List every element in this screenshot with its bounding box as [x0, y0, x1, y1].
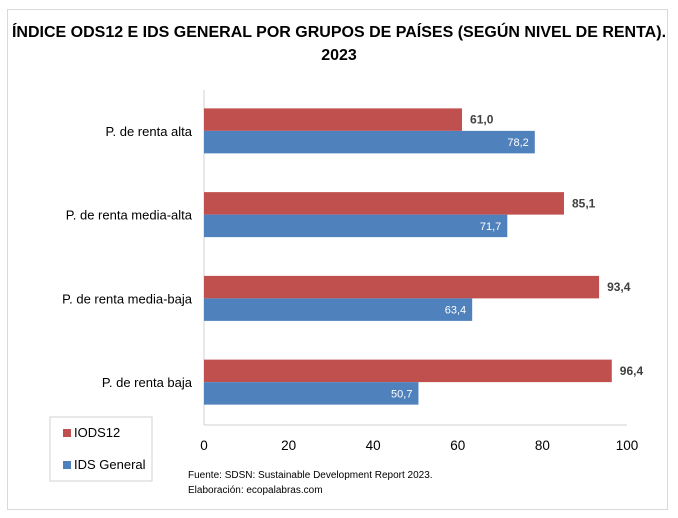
- chart-frame: [7, 9, 668, 510]
- x-tick-label: 0: [200, 438, 208, 453]
- bar-ids-general: [204, 214, 508, 238]
- data-label: 78,2: [507, 137, 528, 149]
- category-label: P. de renta alta: [106, 124, 193, 139]
- bar-iods12: [204, 192, 564, 215]
- category-label: P. de renta media-alta: [66, 208, 193, 223]
- x-tick-label: 100: [616, 438, 639, 453]
- x-tick-label: 60: [450, 438, 465, 453]
- data-label: 63,4: [445, 305, 466, 317]
- bar-ids-general: [204, 382, 419, 405]
- bar-ids-general: [204, 298, 473, 321]
- legend-swatch-iods12: [63, 429, 71, 437]
- bar-ids-general: [204, 130, 535, 154]
- chart-title-year: 2023: [321, 47, 357, 64]
- bar-iods12: [204, 359, 612, 383]
- legend-label-ids-general: IDS General: [74, 457, 146, 472]
- credit-note: Elaboración: ecopalabras.com: [188, 485, 323, 496]
- data-label: 50,7: [391, 388, 412, 400]
- chart-title: ÍNDICE ODS12 E IDS GENERAL POR GRUPOS DE…: [12, 22, 666, 41]
- data-label: 93,4: [607, 280, 631, 294]
- x-tick-label: 40: [366, 438, 381, 453]
- data-label: 96,4: [620, 364, 644, 378]
- x-tick-label: 20: [281, 438, 296, 453]
- data-label: 61,0: [470, 113, 494, 127]
- category-label: P. de renta baja: [102, 375, 193, 390]
- bar-iods12: [204, 108, 463, 131]
- data-label: 71,7: [480, 221, 501, 233]
- bar-iods12: [204, 275, 600, 299]
- legend-swatch-ids-general: [63, 461, 71, 469]
- legend-label-iods12: IODS12: [74, 425, 120, 440]
- data-label: 85,1: [572, 196, 596, 210]
- source-note: Fuente: SDSN: Sustainable Development Re…: [188, 470, 433, 481]
- category-label: P. de renta media-baja: [62, 291, 193, 306]
- legend-box: [49, 416, 153, 482]
- x-tick-label: 80: [535, 438, 550, 453]
